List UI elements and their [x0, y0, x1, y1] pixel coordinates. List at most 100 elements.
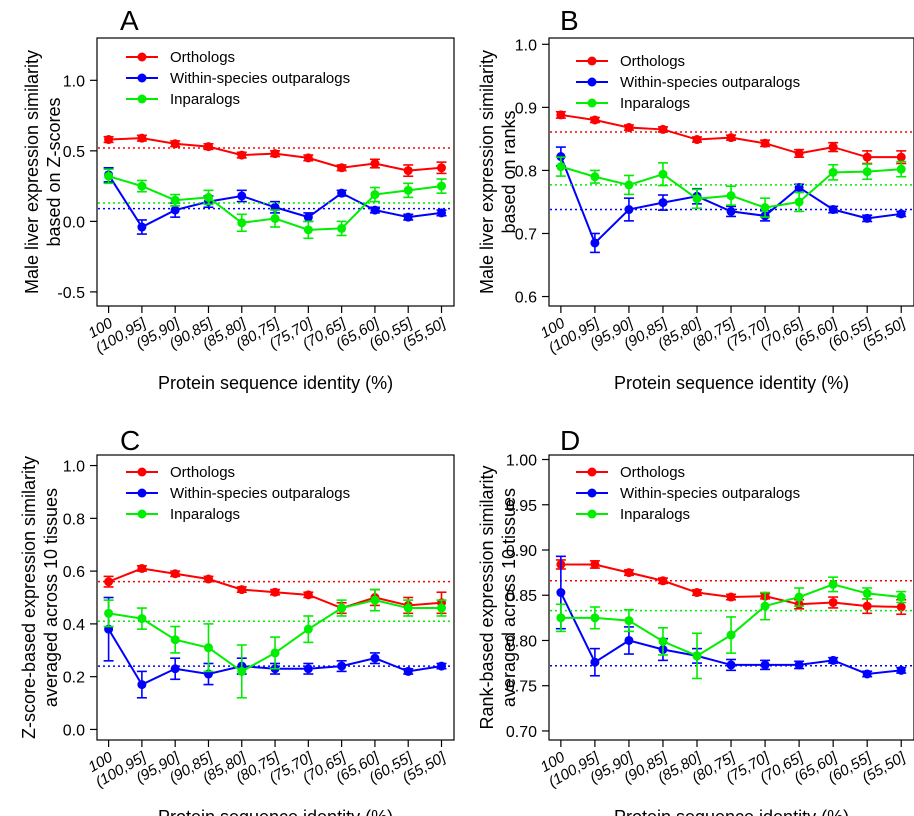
data-point [370, 190, 380, 200]
series-orthologs [550, 110, 913, 165]
legend: Orthologs Within-species outparalogs Inpar… [576, 464, 800, 523]
legend-label: Within-species outparalogs [620, 74, 800, 91]
data-point [203, 142, 213, 152]
series-inparalogs [550, 156, 913, 218]
data-point [104, 135, 114, 145]
data-point [403, 666, 413, 676]
series-orthologs [98, 133, 453, 178]
data-point [104, 577, 114, 587]
y-tick-label: 0.80 [506, 633, 537, 650]
data-point [137, 133, 147, 143]
data-point [658, 169, 668, 179]
data-point [590, 613, 600, 623]
data-point [170, 635, 180, 645]
data-point [170, 569, 180, 579]
legend-label: Orthologs [620, 53, 685, 70]
data-point [203, 643, 213, 653]
data-point [862, 167, 872, 177]
legend-marker [137, 94, 147, 104]
data-point [862, 601, 872, 611]
legend-label: Inparalogs [620, 95, 690, 112]
legend-marker [587, 77, 597, 87]
data-point [270, 648, 280, 658]
legend: Orthologs Within-species outparalogs Inpar… [126, 49, 350, 108]
y-axis-label: Z-score-based expression similarity avera… [19, 456, 61, 739]
data-point [303, 153, 313, 163]
legend-label: Inparalogs [620, 506, 690, 523]
data-point [237, 585, 247, 595]
data-point [896, 592, 906, 602]
legend-marker [137, 73, 147, 83]
data-point [624, 635, 634, 645]
data-point [828, 597, 838, 607]
data-point [590, 115, 600, 125]
panel-label: C [120, 425, 140, 456]
data-point [896, 209, 906, 219]
data-point [170, 205, 180, 215]
data-point [624, 616, 634, 626]
series-orthologs [550, 559, 913, 616]
data-point [624, 568, 634, 578]
data-point [828, 167, 838, 177]
data-point [170, 664, 180, 674]
y-tick-label: -0.5 [57, 285, 85, 302]
data-point [303, 624, 313, 634]
y-tick-label: 0.2 [63, 670, 85, 687]
x-axis-label: Protein sequence identity (%) [158, 373, 393, 393]
data-point [862, 152, 872, 162]
data-point [270, 214, 280, 224]
data-point [104, 171, 114, 181]
data-point [624, 123, 634, 133]
data-point [828, 205, 838, 215]
data-point [370, 595, 380, 605]
data-point [726, 206, 736, 216]
data-point [437, 208, 447, 218]
data-point [437, 661, 447, 671]
data-point [726, 592, 736, 602]
data-point [137, 614, 147, 624]
data-point [203, 192, 213, 202]
legend: Orthologs Within-species outparalogs Inpar… [576, 53, 800, 112]
data-point [658, 198, 668, 208]
data-point [726, 630, 736, 640]
x-axis-label: Protein sequence identity (%) [614, 807, 849, 816]
data-point [658, 576, 668, 586]
legend-label: Inparalogs [170, 91, 240, 108]
y-axis-label-line: based on Z-scores [44, 97, 64, 246]
y-tick-label: 0.95 [506, 498, 537, 515]
data-point [590, 238, 600, 248]
y-tick-label: 0.8 [63, 511, 85, 528]
data-point [437, 181, 447, 191]
panel-label: D [560, 425, 580, 456]
legend-label: Within-species outparalogs [170, 485, 350, 502]
legend-label: Orthologs [170, 49, 235, 66]
data-point [862, 213, 872, 223]
legend-label: Within-species outparalogs [170, 70, 350, 87]
data-point [337, 603, 347, 613]
data-point [137, 222, 147, 232]
panel-label: B [560, 5, 579, 36]
legend-marker [137, 52, 147, 62]
legend-label: Orthologs [170, 464, 235, 481]
data-point [760, 601, 770, 611]
data-point [203, 574, 213, 584]
legend-marker [587, 56, 597, 66]
y-tick-label: 0.75 [506, 679, 537, 696]
panel-c: C0.00.20.40.60.81.0Z-score-based express… [19, 425, 455, 816]
data-point [726, 133, 736, 143]
series-inparalogs [550, 576, 913, 680]
data-point [337, 661, 347, 671]
y-tick-label: 0.7 [515, 226, 537, 243]
data-point [170, 139, 180, 149]
y-axis-label-line: based on ranks [499, 110, 519, 233]
y-axis-label: Male liver expression similarity based on… [22, 50, 64, 294]
data-point [370, 653, 380, 663]
data-point [760, 203, 770, 213]
data-point [237, 666, 247, 676]
y-axis-label-line: Male liver expression similarity [22, 50, 42, 294]
data-point [137, 181, 147, 191]
data-point [556, 110, 566, 120]
data-point [556, 588, 566, 598]
y-tick-label: 0.8 [515, 163, 537, 180]
